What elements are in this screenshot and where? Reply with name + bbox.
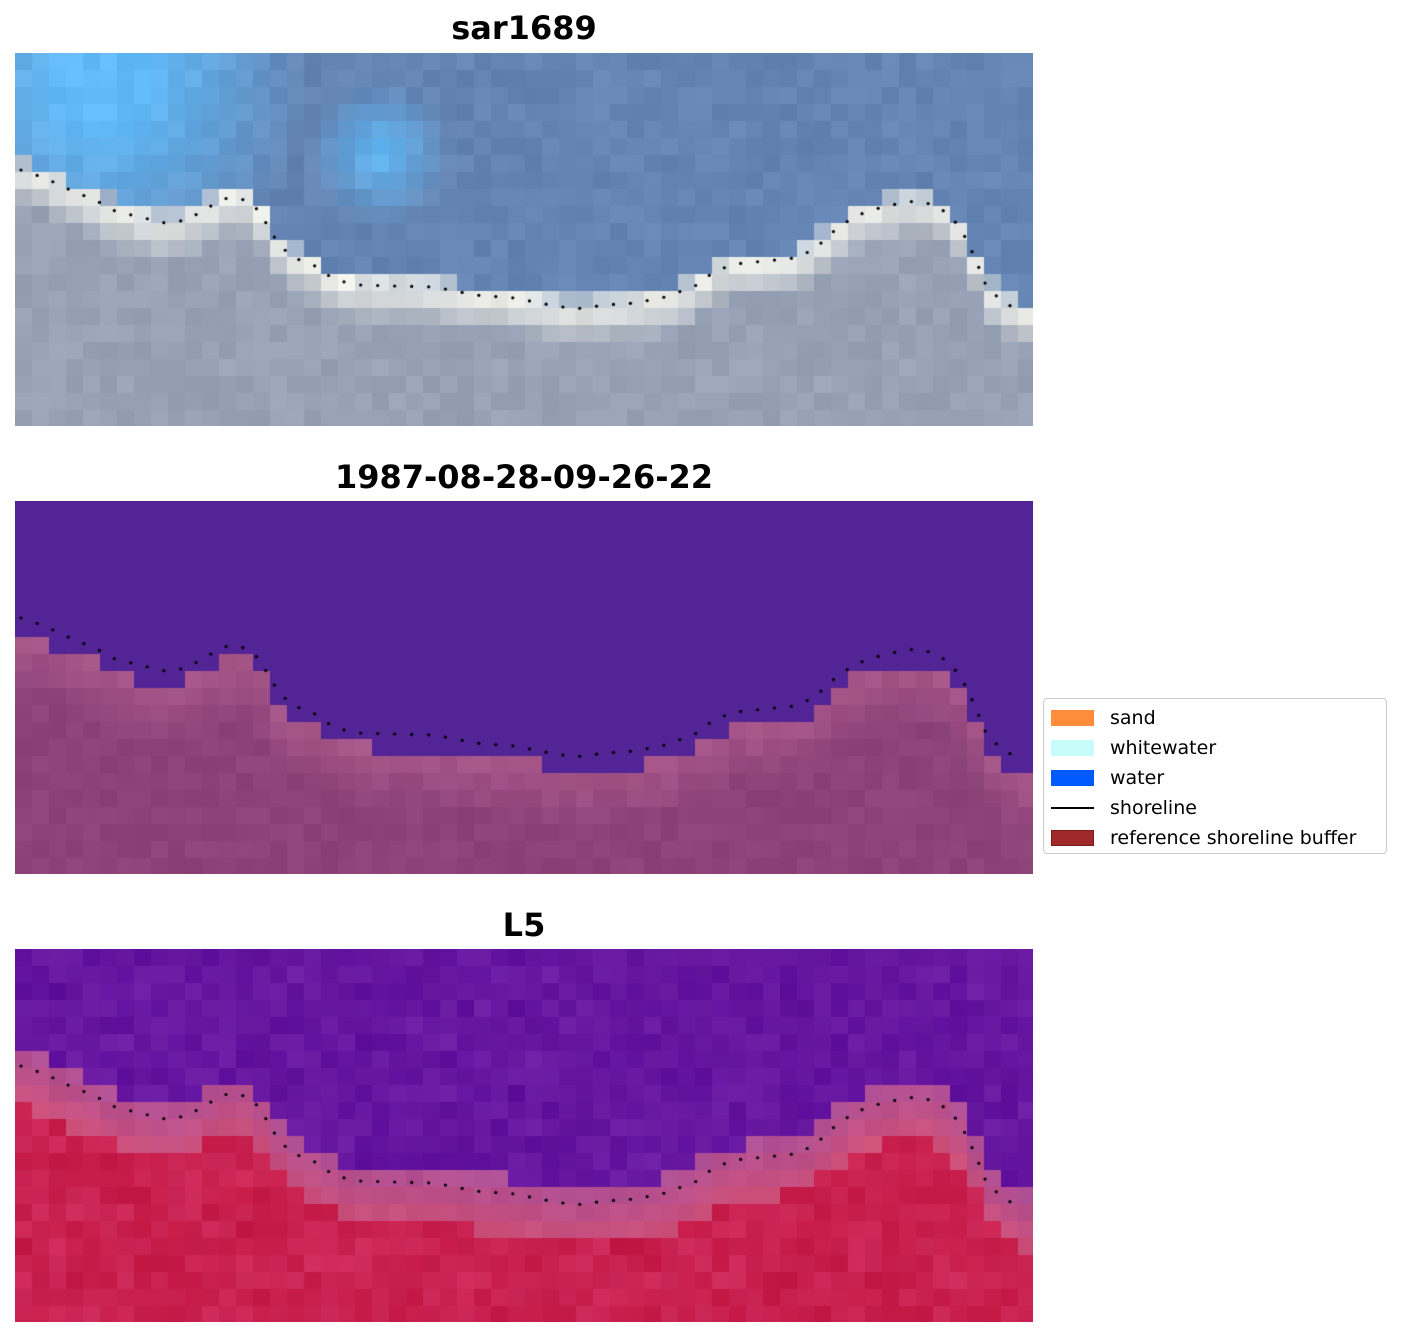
classification-image-panel xyxy=(15,501,1033,874)
panel-title-rgb: sar1689 xyxy=(451,9,597,47)
legend-item-sand: sand xyxy=(1051,703,1378,733)
panel-title-classification: 1987-08-28-09-26-22 xyxy=(334,458,714,496)
panel-title-index: L5 xyxy=(502,906,546,944)
legend-item-shoreline: shoreline xyxy=(1051,793,1378,823)
legend: sand whitewater water shoreline referenc… xyxy=(1043,698,1387,854)
legend-item-water: water xyxy=(1051,763,1378,793)
legend-label-shoreline: shoreline xyxy=(1110,797,1197,819)
shoreline-line-swatch xyxy=(1051,807,1094,809)
legend-label-water: water xyxy=(1110,767,1165,789)
legend-item-reference-buffer: reference shoreline buffer xyxy=(1051,823,1378,853)
legend-label-whitewater: whitewater xyxy=(1110,737,1217,759)
legend-item-whitewater: whitewater xyxy=(1051,733,1378,763)
index-image-panel xyxy=(15,949,1033,1322)
legend-label-sand: sand xyxy=(1110,707,1156,729)
legend-label-reference-buffer: reference shoreline buffer xyxy=(1110,827,1357,849)
whitewater-swatch xyxy=(1051,740,1094,756)
sand-swatch xyxy=(1051,710,1094,726)
reference-buffer-swatch xyxy=(1051,830,1094,846)
water-swatch xyxy=(1051,770,1094,786)
rgb-image-panel xyxy=(15,53,1033,426)
